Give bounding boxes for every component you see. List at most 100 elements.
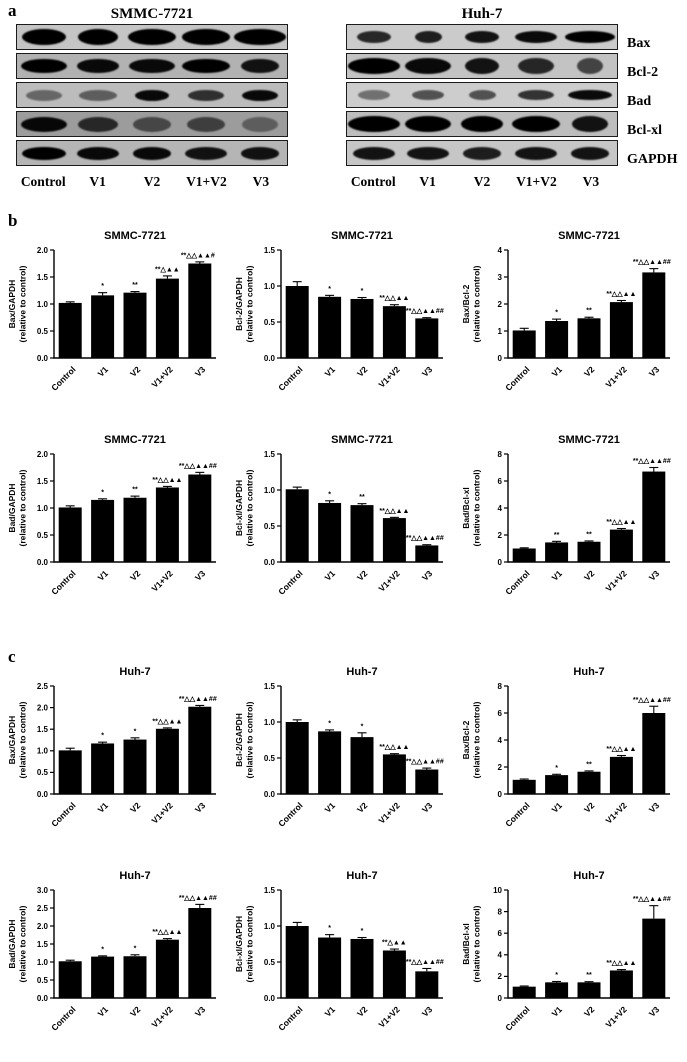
lane-v3 <box>563 141 617 165</box>
lane-v3 <box>563 54 617 78</box>
y-axis-label: Bad/Bcl-xl <box>461 487 471 529</box>
significance-annotation: ** <box>586 972 592 979</box>
y-axis-label-2: (relative to control) <box>245 469 255 546</box>
chart-title: Huh-7 <box>346 870 377 882</box>
bar-v2 <box>123 739 147 794</box>
panel-b-letter: b <box>8 211 18 230</box>
x-tick-label: V1 <box>323 1004 338 1019</box>
significance-annotation: **△△▲▲ <box>152 929 182 936</box>
significance-annotation: **△▲▲ <box>155 266 180 273</box>
x-tick-label: V1+V2 <box>604 364 629 389</box>
lane-control <box>17 25 71 49</box>
lane-v1 <box>401 141 455 165</box>
x-tick-label: V1+V2 <box>377 568 402 593</box>
protein-band <box>182 59 230 73</box>
significance-annotation: ** <box>554 532 560 539</box>
y-tick-label: 3 <box>498 273 503 282</box>
bar-chart-svg: Huh-7 Bad/Bcl-xl (relative to control) 0 2 4 6… <box>461 870 671 1033</box>
y-tick-label: 1.0 <box>264 922 276 931</box>
charts-huh-7: Huh-7 Bax/GAPDH (relative to control) 0.0 0.… <box>0 648 687 1062</box>
x-tick-label: V3 <box>193 1004 208 1019</box>
significance-annotation: **△△▲▲## <box>406 959 444 966</box>
x-tick-label: V3 <box>420 568 435 583</box>
bar-v1-v2 <box>382 950 406 998</box>
lane-v3 <box>233 141 287 165</box>
lane-v1-v2 <box>509 141 563 165</box>
chart-c-bcl-xl-gapdh: Huh-7 Bcl-xl/GAPDH (relative to control) 0.… <box>233 866 460 1062</box>
y-axis-label-2: (relative to control) <box>18 701 28 778</box>
significance-annotation: ** <box>132 282 138 289</box>
y-axis-label-2: (relative to control) <box>472 905 482 982</box>
bar-v3 <box>188 706 212 794</box>
y-tick-label: 2.0 <box>37 246 49 255</box>
lane-control <box>347 141 401 165</box>
lane-v3 <box>233 112 287 136</box>
protein-band <box>241 59 279 73</box>
chart-title: SMMC-7721 <box>331 230 393 242</box>
bar-v1-v2 <box>155 728 179 794</box>
blot-row-bcl-2 <box>16 53 288 79</box>
protein-band <box>514 146 558 160</box>
protein-band <box>240 146 280 160</box>
lane-v1-v2 <box>179 54 233 78</box>
significance-annotation: * <box>101 733 104 740</box>
western-blots: SMMC-7721 Control V1 V2 V1+V2 V3 Huh-7 Bax Bcl-… <box>16 4 687 190</box>
significance-annotation: * <box>361 723 364 730</box>
blot-title-smmc-7721: SMMC-7721 <box>110 6 194 22</box>
x-tick-label: V1+V2 <box>604 1004 629 1029</box>
y-tick-label: 1 <box>498 327 503 336</box>
blot-strip-bax <box>16 24 288 50</box>
chart-title: Huh-7 <box>346 666 377 678</box>
protein-band <box>358 90 390 100</box>
y-axis-label-2: (relative to control) <box>18 469 28 546</box>
protein-label-bad: Bad <box>627 94 652 109</box>
y-tick-label: 2 <box>498 763 503 772</box>
y-tick-label: 2 <box>498 972 503 981</box>
y-tick-label: 4 <box>498 504 503 513</box>
y-tick-label: 2.0 <box>37 450 49 459</box>
bar-v3 <box>188 263 212 358</box>
significance-annotation: * <box>555 310 558 317</box>
y-axis-label: Bax/GAPDH <box>7 716 17 765</box>
x-tick-label: Control <box>276 1004 304 1032</box>
y-axis-label-2: (relative to control) <box>245 701 255 778</box>
protein-band <box>406 146 450 160</box>
bar-v3 <box>415 769 439 794</box>
x-tick-label: V3 <box>647 364 662 379</box>
bar-v1-v2 <box>382 518 406 562</box>
bar-control <box>58 750 82 794</box>
chart-b-bad-gapdh: SMMC-7721 Bad/GAPDH (relative to control) 0… <box>6 430 233 626</box>
y-tick-label: 6 <box>498 929 503 938</box>
bar-v1-v2 <box>382 754 406 794</box>
lane-v3 <box>233 25 287 49</box>
protein-band <box>348 116 400 132</box>
significance-annotation: **△△▲▲## <box>179 463 217 470</box>
bar-control <box>285 286 309 358</box>
chart-title: SMMC-7721 <box>331 434 393 446</box>
lane-label: V1+V2 <box>516 174 557 189</box>
x-tick-label: Control <box>503 568 531 596</box>
blot-strips-smmc-7721 <box>16 24 288 166</box>
bar-v1 <box>318 296 342 358</box>
protein-band <box>76 146 120 160</box>
y-tick-label: 0.0 <box>264 790 276 799</box>
lane-labels: Control V1 V2 V1+V2 V3 <box>16 174 288 190</box>
bar-v3 <box>188 908 212 998</box>
bar-v3 <box>188 474 212 562</box>
significance-annotation: **△△▲▲## <box>406 759 444 766</box>
y-tick-label: 1.5 <box>37 477 49 486</box>
x-tick-label: Control <box>276 364 304 392</box>
protein-band <box>129 59 175 73</box>
protein-band <box>77 29 119 45</box>
significance-annotation: **△△▲▲ <box>379 744 409 751</box>
significance-annotation: **△△▲▲## <box>633 697 671 704</box>
lane-v1 <box>401 54 455 78</box>
bar-v2 <box>350 505 374 562</box>
lane-v2 <box>125 141 179 165</box>
y-tick-label: 1.5 <box>264 450 276 459</box>
bar-control <box>285 722 309 794</box>
x-tick-label: V1+V2 <box>604 568 629 593</box>
y-tick-label: 0.0 <box>37 558 49 567</box>
protein-band <box>181 29 231 45</box>
protein-label-gapdh: GAPDH <box>627 152 678 167</box>
